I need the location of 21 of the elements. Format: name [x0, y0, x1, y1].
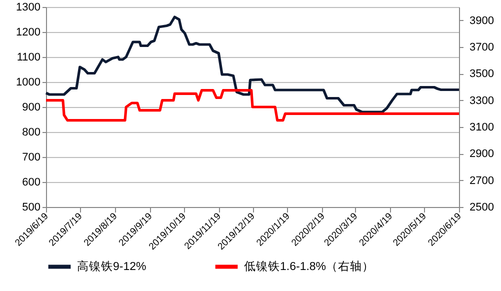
- y2-tick-label: 2700: [470, 174, 494, 187]
- y-tick-label: 1300: [16, 2, 40, 14]
- y-tick-label: 700: [22, 152, 40, 164]
- y-tick-label: 1000: [16, 76, 40, 88]
- y2-tick-label: 3300: [470, 94, 494, 107]
- y-tick-label: 500: [22, 202, 40, 214]
- legend-label: 高镍铁9-12%: [77, 258, 146, 273]
- line-series: [44, 89, 460, 122]
- y-tick-label: 800: [22, 126, 40, 138]
- y2-tick-label: 3700: [470, 42, 494, 54]
- y-tick-label: 600: [22, 176, 40, 188]
- line-series: [44, 16, 460, 114]
- y2-tick-label: 3900: [470, 14, 494, 27]
- y2-tick-label: 3100: [470, 122, 494, 134]
- y2-tick-label: 3500: [470, 68, 494, 80]
- y-tick-label: 1200: [16, 26, 40, 38]
- legend-label: 低镍铁1.6-1.8%（右轴）: [244, 260, 374, 273]
- y-tick-label: 1100: [16, 52, 40, 64]
- y2-tick-label: 2500: [470, 202, 494, 214]
- y-tick-label: 900: [22, 102, 40, 114]
- y2-tick-label: 2900: [470, 148, 494, 160]
